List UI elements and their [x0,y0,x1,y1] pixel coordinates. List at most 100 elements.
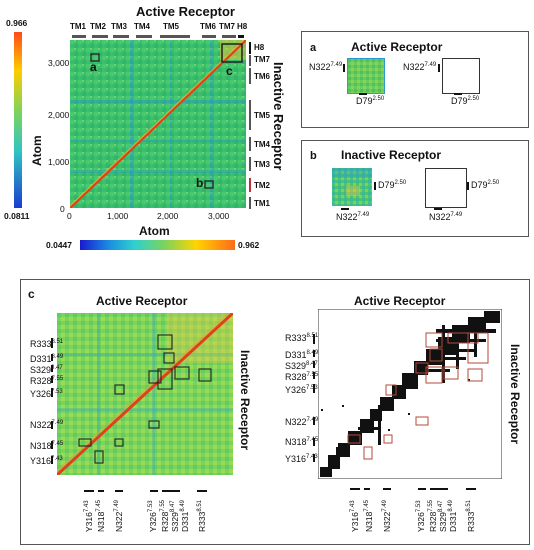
panel-b-right-label: D792.50 [378,180,407,190]
panel-c [20,279,530,545]
panel-a-title: Active Receptor [351,40,443,54]
tm-right-label: TM1 [254,199,270,208]
residue-y-label-right: N3187.45 [285,437,318,447]
panel-b-right-label-2: D792.50 [471,180,500,190]
panel-b-bottom-label-2: N3227.49 [429,212,463,222]
tm-right-label: TM4 [254,140,270,149]
tm-right-bar [249,137,251,151]
residue-x-tick [197,490,207,492]
tm-bar [202,35,216,38]
panel-c-left-heatmap [57,313,233,475]
residue-y-label: D3318.49 [30,354,64,364]
residue-y-label-right: D3318.49 [285,350,318,360]
panel-b-bottom-tick [341,208,349,210]
panel-b-right-tick-2 [467,182,469,190]
residue-y-tick [51,388,53,397]
residue-x-label: S3298.47 [170,500,180,532]
y-tick: 0 [60,204,65,214]
panel-a-left-label: N3227.49 [309,62,343,72]
tm-bar [160,35,190,38]
residue-x-tick-right [418,488,426,490]
residue-x-label: N3187.45 [96,499,106,532]
tm-right-label: TM6 [254,72,270,81]
bottom-colorbar [80,240,235,250]
panel-a-bottom-label-2: D792.50 [451,96,480,106]
tm-right-label: H8 [254,43,265,52]
residue-y-label: S3298.47 [30,365,63,375]
panel-c-right-title: Active Receptor [354,294,446,308]
x-tick: 0 [67,211,72,221]
residue-y-tick [51,354,53,361]
residue-x-tick-right [350,488,360,490]
left-scale-min: 0.0811 [4,211,30,221]
panel-c-right-contact-map [317,308,503,480]
residue-x-label: D3318.49 [180,499,190,532]
panel-b-title: Inactive Receptor [341,148,442,162]
residue-x-tick-right [430,488,448,490]
tm-bar [222,35,236,38]
residue-x-label: R3338.51 [197,499,207,532]
panel-c-side-title-right: Inactive Receptor [508,344,522,445]
tm-top-label: TM6 [200,22,216,31]
box-label-a: a [90,60,97,74]
residue-x-label: R3287.55 [160,499,170,532]
residue-x-tick [150,490,158,492]
residue-y-tick-right [313,438,315,446]
panel-a [301,31,529,128]
residue-y-label: N3227.49 [30,420,64,430]
tm-top-label: TM1 [70,22,86,31]
box-label-c: c [226,64,233,78]
residue-y-label-right: N3227.49 [285,417,318,427]
tm-top-label: H8 [237,22,248,31]
residue-y-tick [51,441,53,449]
residue-x-label: Y3267.53 [148,500,158,532]
panel-b [301,140,529,237]
panel-a-bottom-tick [359,93,367,95]
tm-bar [136,35,152,38]
x-tick: 3,000 [208,211,230,221]
residue-y-label: Y3267.53 [30,389,63,399]
residue-y-tick-right [313,361,315,368]
residue-x-label-right: R3338.51 [466,499,476,532]
tm-bar [113,35,129,38]
residue-y-tick [51,365,53,372]
top-heatmap-title: Active Receptor [136,4,235,19]
residue-y-label-right: Y3167.43 [285,454,318,464]
panel-a-right-label: N3227.49 [403,62,437,72]
residue-y-tick-right [313,350,315,357]
tm-top-label: TM7 [219,22,235,31]
residue-x-tick-right [466,488,476,490]
residue-y-label: R3287.55 [30,376,64,386]
residue-x-label-right: N3187.45 [364,499,374,532]
residue-x-tick-right [364,488,370,490]
residue-y-tick-right [313,384,315,393]
panel-a-empty-map [442,58,480,94]
x-tick: 1,000 [107,211,129,221]
residue-y-label-right: S3298.47 [285,361,318,371]
tm-top-label: TM4 [134,22,150,31]
tm-top-label: TM2 [90,22,106,31]
tm-right-bar [249,197,251,209]
panel-a-right-tick [438,64,440,72]
residue-x-label-right: R3287.55 [428,499,438,532]
tm-right-bar [249,68,251,84]
residue-x-label: Y3167.43 [84,500,94,532]
panel-a-left-tick [343,64,345,72]
tm-top-label: TM3 [111,22,127,31]
tm-bar [238,35,244,38]
panel-c-side-title-left: Inactive Receptor [238,350,252,451]
residue-y-tick-right [313,372,315,379]
panel-b-letter: b [310,150,317,162]
panel-b-bottom-tick-2 [434,208,442,210]
x-tick: 2,000 [157,211,179,221]
box-label-b: b [196,176,204,190]
residue-y-label: Y3167.43 [30,456,63,466]
tm-right-bar [249,55,251,66]
panel-b-right-tick [374,182,376,190]
tm-bar [92,35,108,38]
left-scale-max: 0.966 [6,18,28,28]
tm-right-bar [249,157,251,171]
tm-right-label: TM5 [254,111,270,120]
residue-x-tick [84,490,94,492]
panel-b-empty-map [425,168,467,208]
